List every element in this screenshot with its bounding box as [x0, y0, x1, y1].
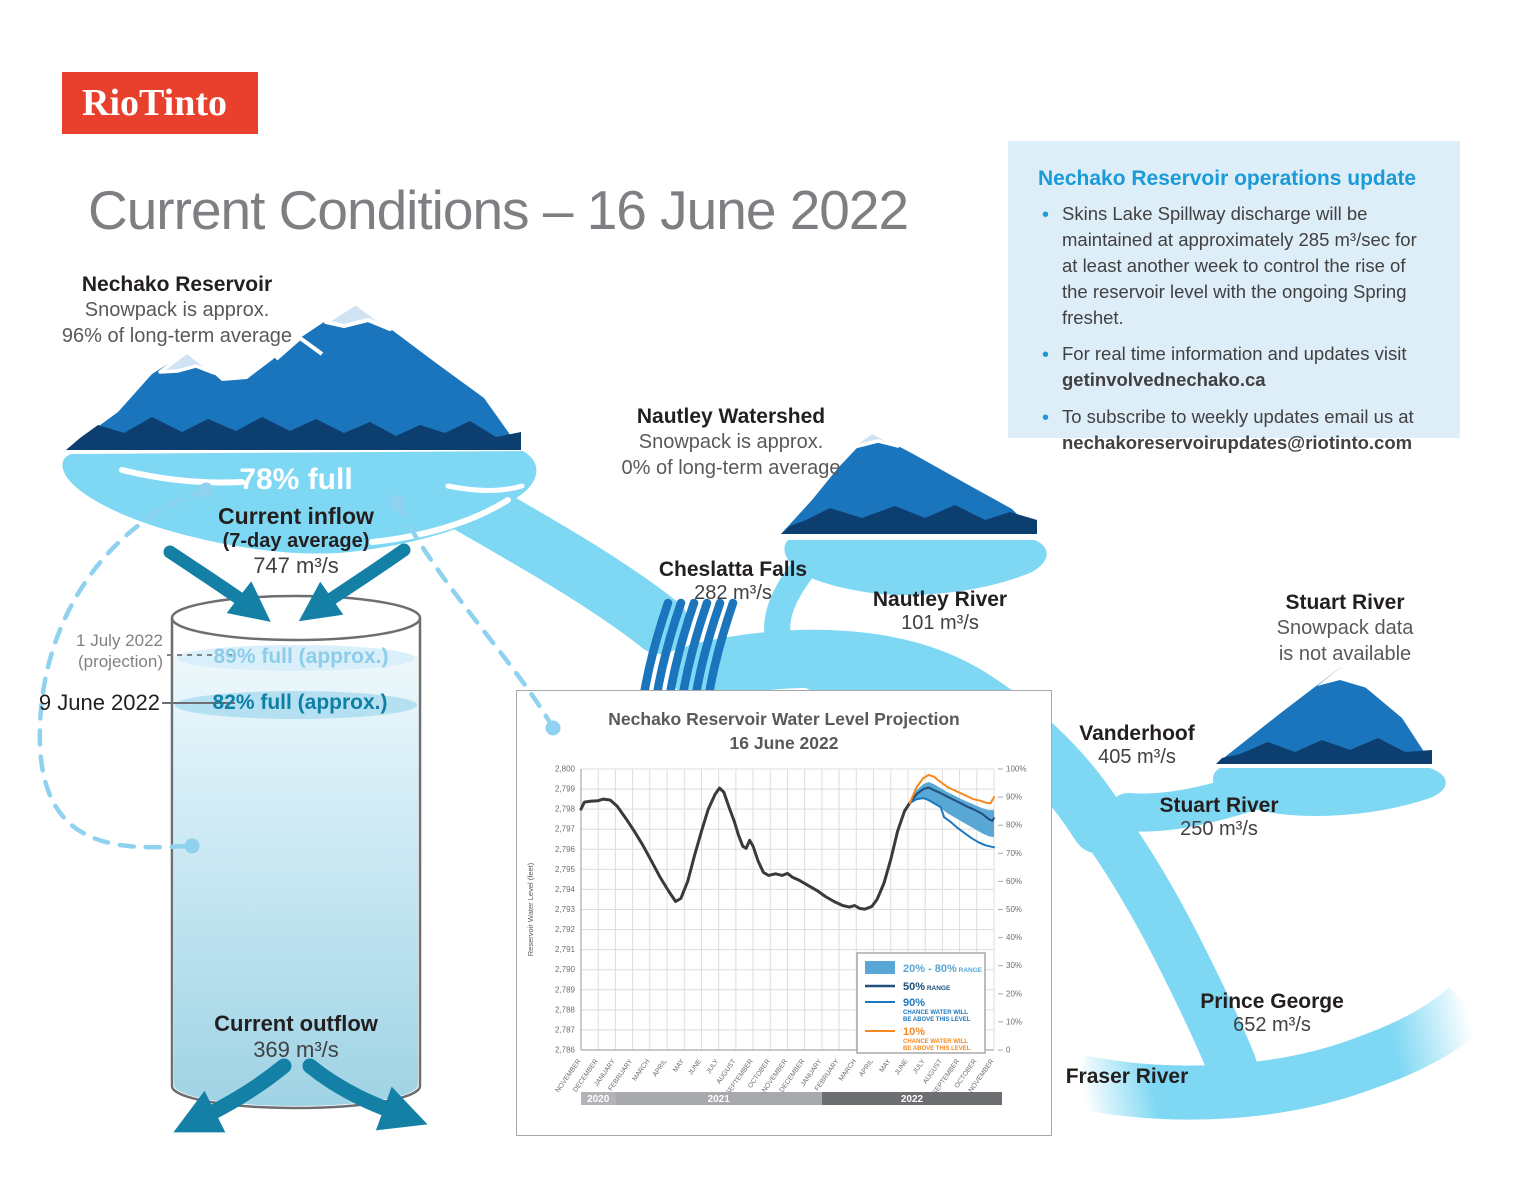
svg-text:10%: 10%: [903, 1026, 925, 1038]
stuart-mountain-icon: [1216, 667, 1432, 764]
svg-text:Reservoir Water Level (feet): Reservoir Water Level (feet): [526, 862, 535, 956]
projection-level-label: 89% full (approx.): [213, 645, 389, 668]
svg-text:70%: 70%: [1006, 849, 1022, 858]
svg-text:2,799: 2,799: [555, 785, 576, 794]
projection-date-label: 1 July 2022 (projection): [76, 631, 163, 672]
svg-text:2,792: 2,792: [555, 925, 576, 934]
river-band-reservoir-to-cheslatta: [441, 476, 689, 654]
current-outflow-label: Current outflow 369 m³/s: [214, 1011, 378, 1062]
svg-text:10%: 10%: [1006, 1017, 1022, 1026]
lake-wave-highlight: [369, 497, 511, 545]
svg-text:80%: 80%: [1006, 821, 1022, 830]
rio-tinto-logo: RioTinto: [62, 72, 258, 134]
svg-text:2,790: 2,790: [555, 965, 576, 974]
svg-text:CHANCE WATER WILL: CHANCE WATER WILL: [903, 1039, 968, 1045]
website-link[interactable]: getinvolvednechako.ca: [1062, 369, 1266, 391]
svg-text:CHANCE WATER WILL: CHANCE WATER WILL: [903, 1010, 968, 1016]
svg-text:APRIL: APRIL: [652, 1058, 669, 1078]
page-title: Current Conditions – 16 June 2022: [88, 179, 909, 241]
svg-text:BE ABOVE THIS LEVEL: BE ABOVE THIS LEVEL: [903, 1046, 971, 1052]
nautley-lake: [784, 540, 1047, 596]
nechako-reservoir-label: Nechako Reservoir Snowpack is approx. 96…: [61, 273, 293, 347]
svg-text:2,798: 2,798: [555, 805, 576, 814]
svg-text:90%: 90%: [903, 997, 925, 1009]
svg-text:2,796: 2,796: [555, 845, 576, 854]
lake-wave-highlight: [119, 467, 245, 486]
reservoir-fullness-label: 78% full: [239, 463, 353, 496]
update-box-title: Nechako Reservoir operations update: [1038, 167, 1417, 190]
svg-text:2,793: 2,793: [555, 905, 576, 914]
nautley-river-label: Nautley River 101 m³/s: [872, 588, 1008, 634]
svg-text:50%: 50%: [1006, 905, 1022, 914]
svg-text:APRIL: APRIL: [858, 1058, 875, 1078]
update-bullet-list: Skins Lake Spillway discharge will be ma…: [1038, 201, 1432, 456]
svg-text:2,788: 2,788: [555, 1005, 576, 1014]
svg-text:2,797: 2,797: [555, 825, 576, 834]
svg-text:JULY: JULY: [705, 1058, 720, 1076]
operations-update-box: Nechako Reservoir operations update Skin…: [1008, 141, 1460, 453]
svg-text:JUNE: JUNE: [894, 1058, 910, 1077]
outflow-arrows: [173, 1058, 428, 1133]
update-bullet: To subscribe to weekly updates email us …: [1038, 404, 1432, 456]
svg-text:2,786: 2,786: [555, 1046, 576, 1055]
water-level-projection-chart: Nechako Reservoir Water Level Projection…: [516, 690, 1052, 1136]
svg-text:30%: 30%: [1006, 961, 1022, 970]
cheslatta-falls-label: Cheslatta Falls 282 m³/s: [658, 558, 808, 604]
svg-text:JULY: JULY: [912, 1058, 927, 1076]
svg-text:2,800: 2,800: [555, 765, 576, 774]
svg-text:90%: 90%: [1006, 793, 1022, 802]
svg-text:2,789: 2,789: [555, 985, 576, 994]
update-bullet: Skins Lake Spillway discharge will be ma…: [1038, 201, 1432, 330]
update-bullet: For real time information and updates vi…: [1038, 341, 1432, 393]
email-link[interactable]: nechakoreservoirupdates@riotinto.com: [1062, 432, 1413, 454]
svg-text:20%: 20%: [1006, 989, 1022, 998]
cylinder-mouth: [170, 594, 422, 642]
svg-text:0: 0: [1006, 1046, 1011, 1055]
stuart-river-snowpack-label: Stuart River Snowpack data is not availa…: [1276, 591, 1414, 665]
svg-text:MARCH: MARCH: [838, 1058, 858, 1083]
svg-text:2,791: 2,791: [555, 945, 576, 954]
stuart-river-flow-label: Stuart River 250 m³/s: [1159, 794, 1279, 840]
svg-text:2021: 2021: [708, 1094, 731, 1105]
fraser-river-label: Fraser River: [1065, 1065, 1189, 1088]
prince-george-label: Prince George 652 m³/s: [1200, 990, 1344, 1036]
svg-text:2,787: 2,787: [555, 1025, 576, 1034]
nautley-watershed-label: Nautley Watershed Snowpack is approx. 0%…: [621, 405, 841, 479]
svg-text:2020: 2020: [587, 1094, 610, 1105]
svg-text:MARCH: MARCH: [631, 1058, 651, 1083]
outflow-arrow-left: [173, 1058, 292, 1133]
current-level-label: 82% full (approx.): [212, 691, 388, 714]
svg-text:100%: 100%: [1006, 765, 1026, 774]
outflow-arrow-right: [302, 1058, 428, 1131]
svg-text:BE ABOVE THIS LEVEL: BE ABOVE THIS LEVEL: [903, 1017, 971, 1023]
vanderhoof-label: Vanderhoof 405 m³/s: [1079, 722, 1195, 768]
svg-text:JUNE: JUNE: [687, 1058, 703, 1077]
svg-text:MAY: MAY: [879, 1058, 893, 1074]
lake-wave-highlight: [445, 483, 525, 493]
svg-text:2,795: 2,795: [555, 865, 576, 874]
svg-text:MAY: MAY: [672, 1058, 686, 1074]
current-date-label: 9 June 2022: [38, 690, 160, 715]
chart-plot-area: 2,786 2,787 2,788 2,789 2,790 2,791 2,792 2,793…: [526, 765, 1026, 1105]
waterfall-icon: [638, 598, 738, 705]
svg-text:40%: 40%: [1006, 933, 1022, 942]
svg-text:60%: 60%: [1006, 877, 1022, 886]
current-inflow-label: Current inflow (7-day average) 747 m³/s: [218, 503, 374, 578]
svg-text:2022: 2022: [901, 1094, 924, 1105]
svg-text:2,794: 2,794: [555, 885, 576, 894]
logo-text: RioTinto: [82, 82, 228, 124]
chart-title: Nechako Reservoir Water Level Projection…: [608, 709, 960, 753]
